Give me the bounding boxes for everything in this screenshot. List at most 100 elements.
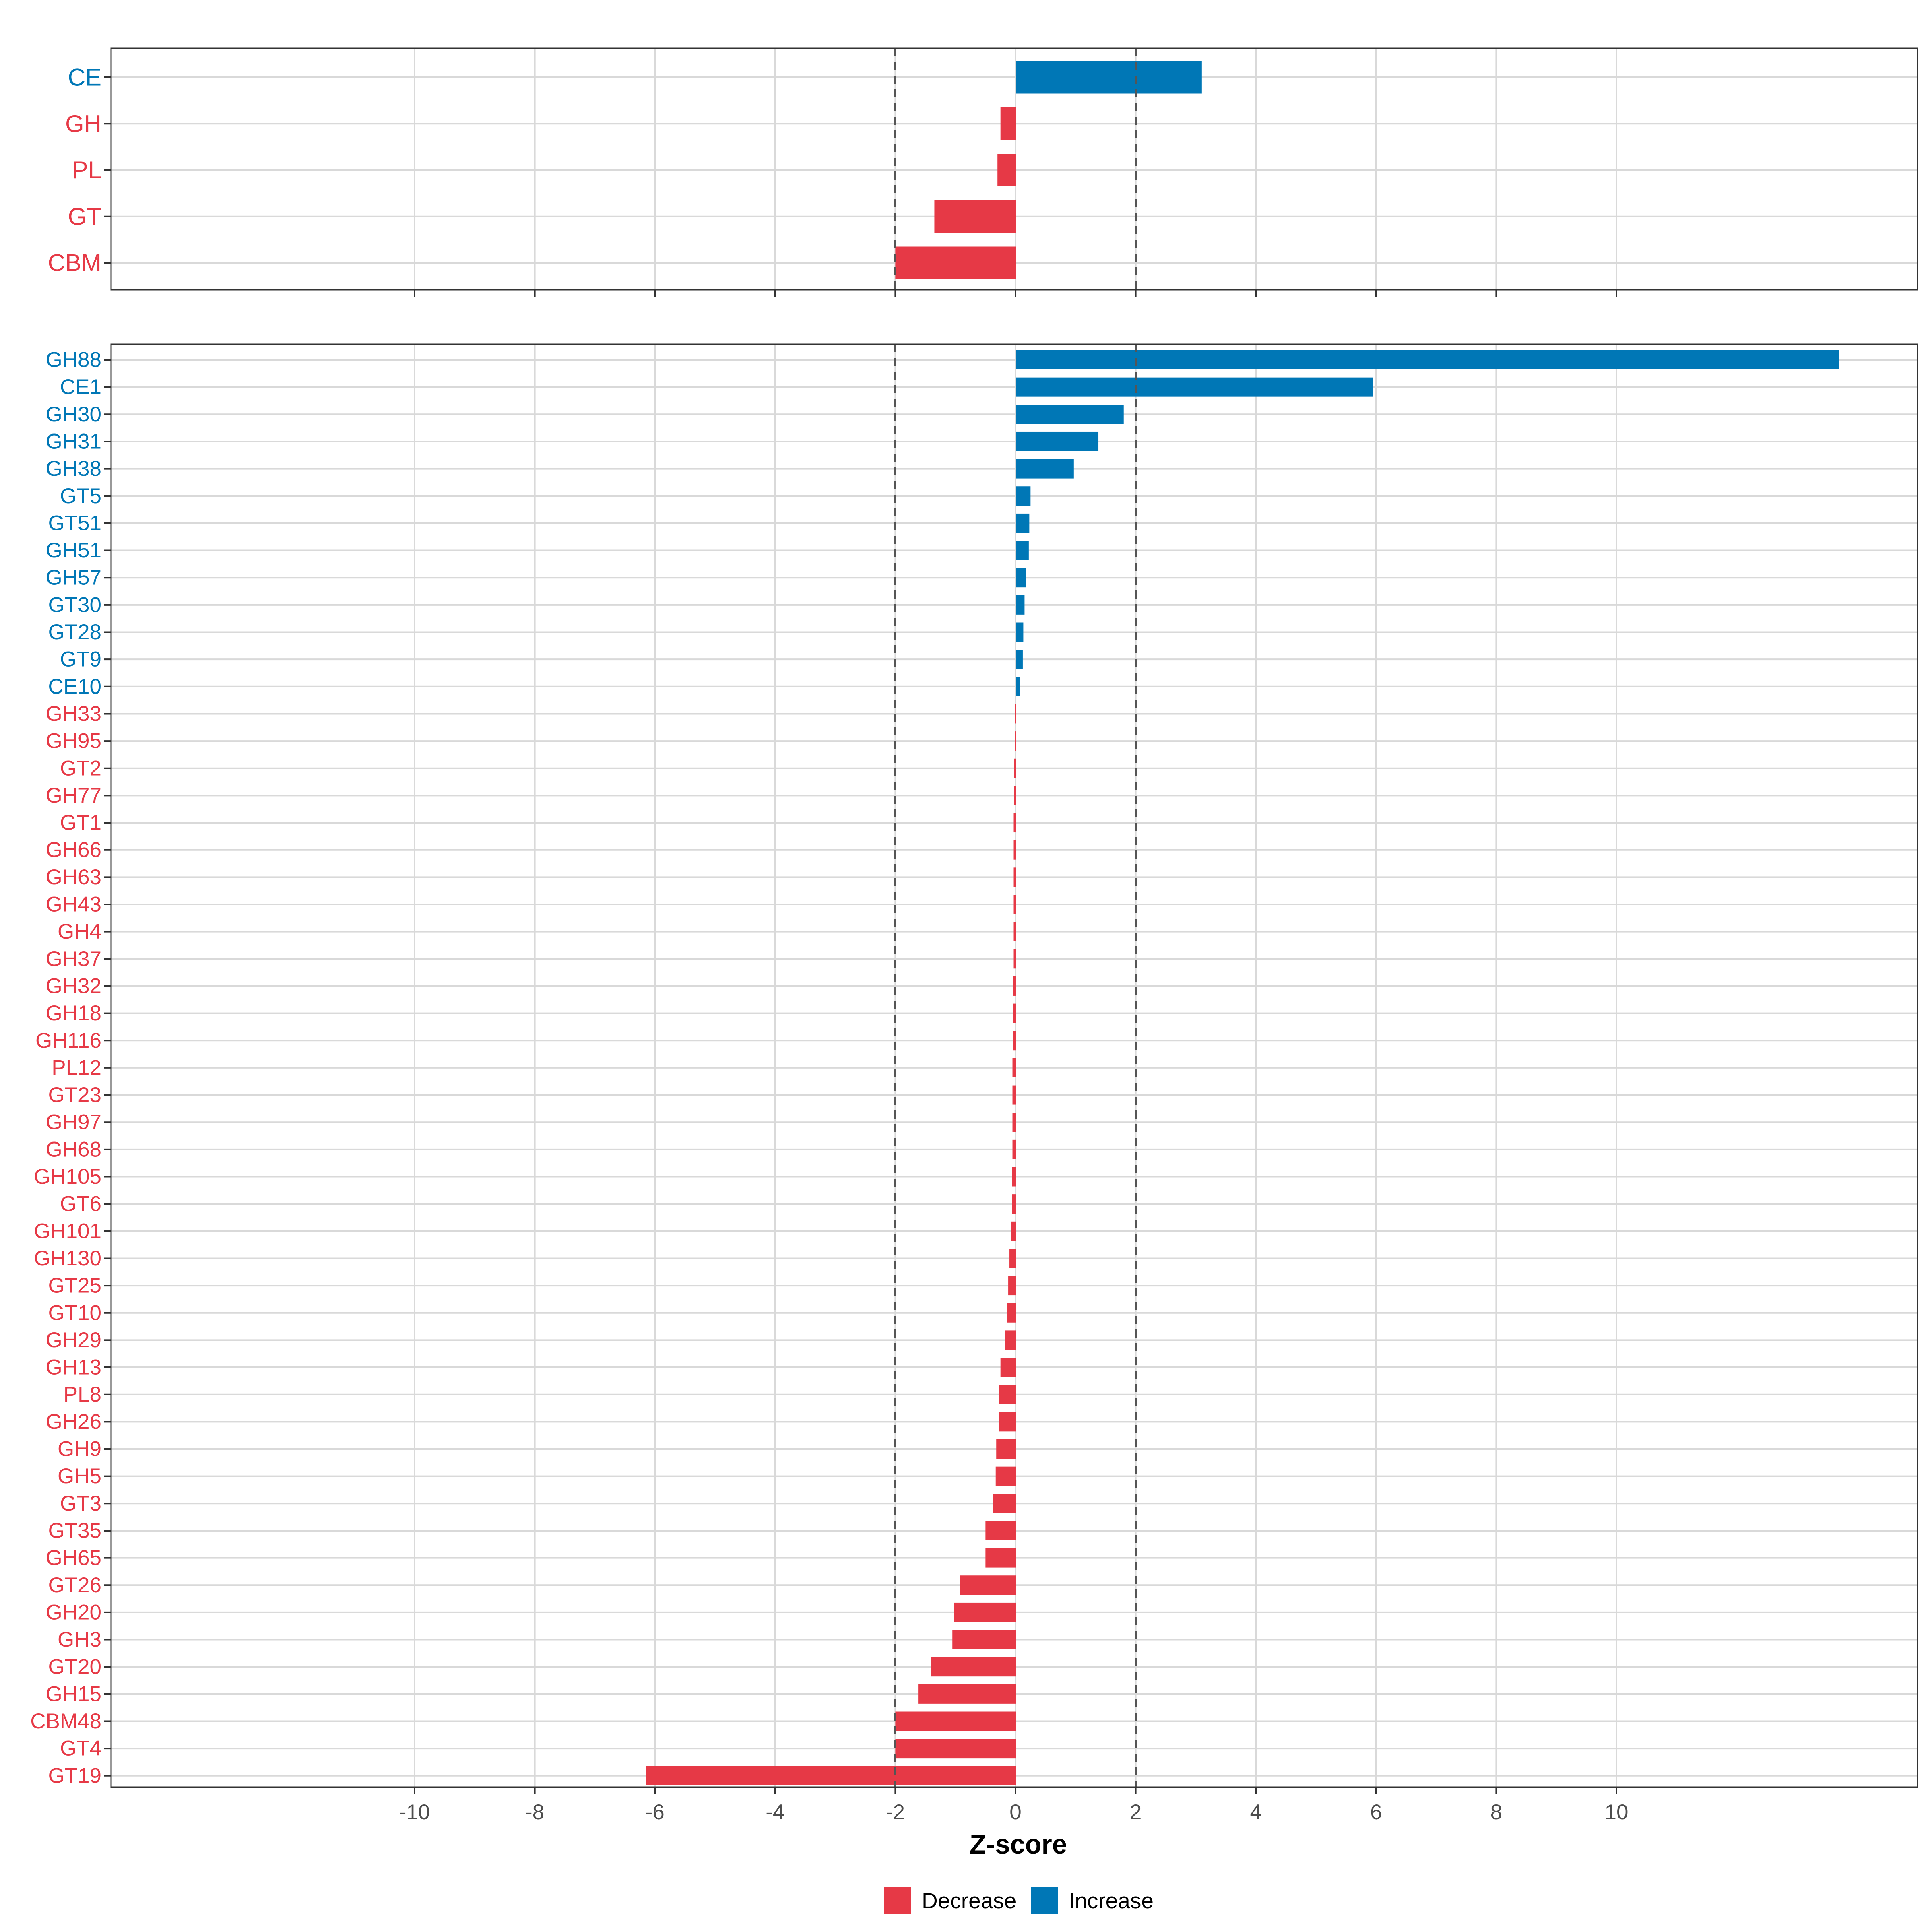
bottom-category-label: GH68	[46, 1137, 101, 1161]
bottom-bar-gt1	[1013, 813, 1016, 833]
bottom-category-label: GH101	[34, 1219, 101, 1243]
bottom-category-label: GH31	[46, 429, 101, 453]
bottom-category-label: GH15	[46, 1682, 101, 1706]
bottom-category-label: GT19	[48, 1764, 101, 1788]
bottom-bar-gh105	[1012, 1167, 1016, 1187]
bottom-bar-gh33	[1015, 704, 1016, 724]
top-category-label: GH	[65, 110, 101, 137]
bottom-bar-gt23	[1012, 1085, 1016, 1105]
x-tick-label: 2	[1130, 1800, 1141, 1824]
bottom-category-label: GT30	[48, 593, 101, 617]
bottom-category-label: GH13	[46, 1356, 101, 1379]
bottom-bar-gh116	[1013, 1031, 1016, 1051]
top-bar-gh	[1000, 107, 1016, 140]
legend-label-increase: Increase	[1069, 1888, 1154, 1913]
bottom-bar-gh65	[985, 1548, 1016, 1568]
bottom-bar-gt4	[895, 1739, 1016, 1759]
x-tick-label: 0	[1009, 1800, 1021, 1824]
bottom-bar-gh26	[999, 1412, 1016, 1432]
bottom-category-label: GH66	[46, 838, 101, 862]
bottom-bar-cbm48	[895, 1711, 1016, 1731]
bottom-bar-gh18	[1013, 1003, 1016, 1023]
bottom-category-label: GT51	[48, 511, 101, 535]
x-tick-label: -2	[886, 1800, 905, 1824]
bottom-bar-ce1	[1016, 377, 1373, 397]
x-tick-label: -10	[399, 1800, 430, 1824]
bottom-category-label: GH32	[46, 974, 101, 998]
bottom-bar-gh88	[1016, 350, 1839, 369]
bottom-bar-gh5	[995, 1466, 1016, 1486]
bottom-bar-gt9	[1016, 650, 1023, 669]
bottom-bar-gh57	[1016, 568, 1026, 588]
bottom-bar-gt28	[1016, 622, 1024, 642]
bottom-bar-gh13	[1000, 1358, 1016, 1377]
bottom-category-label: GT35	[48, 1519, 101, 1542]
bottom-panel-border	[110, 343, 1918, 1788]
bottom-bar-pl12	[1012, 1058, 1016, 1077]
bottom-bar-gh97	[1012, 1113, 1016, 1132]
bottom-bar-gh68	[1012, 1139, 1016, 1159]
bottom-category-label: GT25	[48, 1274, 101, 1298]
bottom-category-label: GT4	[60, 1737, 101, 1761]
bottom-category-label: CE1	[60, 375, 101, 399]
bottom-bar-gh29	[1005, 1330, 1016, 1350]
bottom-category-label: GT20	[48, 1655, 101, 1679]
legend-key-increase	[1031, 1887, 1058, 1914]
bottom-bar-gh3	[952, 1630, 1016, 1649]
bottom-bar-gh130	[1009, 1249, 1016, 1268]
x-tick-label: 10	[1605, 1800, 1629, 1824]
bottom-bar-gh4	[1013, 922, 1016, 941]
top-category-label: CE	[68, 64, 101, 91]
legend: Decrease Increase	[884, 1887, 1154, 1914]
bottom-bar-gt19	[646, 1766, 1016, 1785]
bottom-bar-gt35	[985, 1521, 1016, 1540]
bottom-category-label: GH95	[46, 729, 101, 753]
bottom-category-label: GH33	[46, 702, 101, 726]
bottom-bar-gt20	[931, 1657, 1016, 1677]
bottom-category-label: GH18	[46, 1001, 101, 1025]
x-tick-label: 8	[1490, 1800, 1502, 1824]
bottom-bar-gh63	[1013, 867, 1016, 887]
bottom-category-label: GT28	[48, 620, 101, 644]
top-category-label: CBM	[48, 250, 101, 277]
legend-label-decrease: Decrease	[922, 1888, 1016, 1913]
x-tick-label: -8	[525, 1800, 544, 1824]
bottom-bar-gt3	[993, 1494, 1016, 1513]
bottom-bar-gt51	[1016, 513, 1030, 533]
bottom-category-label: GH26	[46, 1410, 101, 1434]
bottom-category-label: CBM48	[30, 1709, 101, 1733]
bottom-category-label: GH57	[46, 566, 101, 590]
bottom-category-label: GH5	[58, 1464, 101, 1488]
bottom-category-label: GT26	[48, 1573, 101, 1597]
bottom-bar-gh38	[1016, 459, 1074, 479]
bottom-bar-gh20	[954, 1602, 1016, 1622]
top-category-label: PL	[72, 157, 101, 184]
bottom-category-label: GH20	[46, 1600, 101, 1624]
bottom-category-label: GH97	[46, 1110, 101, 1134]
top-panel: CE GH PL GT CBM	[48, 47, 1918, 297]
bottom-category-label: GT3	[60, 1492, 101, 1515]
bottom-bar-gh66	[1013, 840, 1016, 860]
bottom-category-label: GH51	[46, 539, 101, 562]
bottom-category-label: GH65	[46, 1546, 101, 1570]
bottom-panel: GH88CE1GH30GH31GH38GT5GT51GH51GH57GT30GT…	[30, 343, 1918, 1824]
bottom-bar-gh9	[996, 1439, 1016, 1459]
bottom-category-label: GH30	[46, 402, 101, 426]
bottom-category-label: GH29	[46, 1328, 101, 1352]
bottom-bar-gt30	[1016, 595, 1025, 615]
bottom-category-label: GH3	[58, 1628, 101, 1651]
top-bar-ce	[1016, 61, 1202, 94]
bottom-bar-ce10	[1016, 677, 1020, 696]
top-panel-border	[110, 47, 1918, 291]
bottom-category-label: GH63	[46, 865, 101, 889]
x-axis-title: Z-score	[970, 1829, 1067, 1860]
bottom-bar-gh43	[1013, 895, 1016, 914]
bottom-bar-gh15	[918, 1684, 1016, 1704]
x-tick-label: 4	[1250, 1800, 1261, 1824]
bottom-category-label: GH38	[46, 457, 101, 481]
bottom-bar-gh30	[1016, 405, 1124, 424]
bottom-bar-gh31	[1016, 431, 1099, 451]
bottom-category-label: GH116	[35, 1029, 101, 1053]
bottom-category-label: GT2	[60, 756, 101, 780]
top-bar-cbm	[895, 246, 1016, 279]
